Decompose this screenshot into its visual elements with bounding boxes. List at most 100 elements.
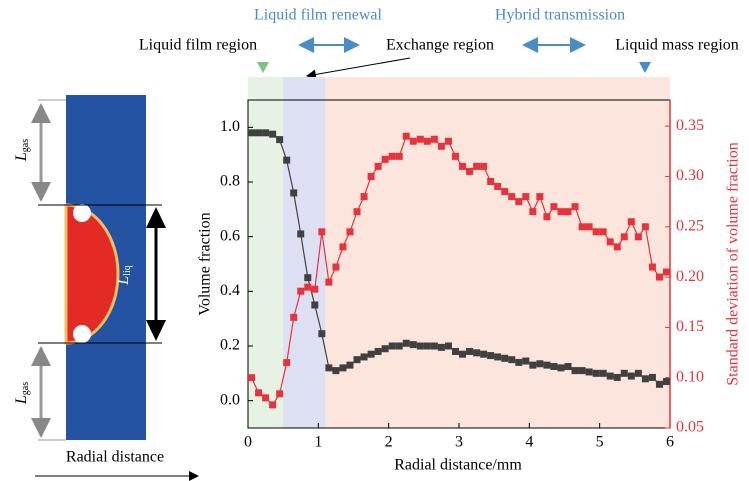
point [430,342,438,350]
point [543,361,551,369]
point [662,268,670,276]
point [262,394,270,402]
point [402,339,410,347]
point [529,361,537,369]
point [501,188,509,196]
point [451,347,459,355]
point [550,203,558,211]
diagram: Lgas Lliq Lgas Radial distance [13,95,199,481]
region [325,77,670,428]
point [459,162,467,170]
point [283,359,291,367]
point [494,353,502,361]
y-tick-label: 0.0 [220,391,240,408]
l-gas-label: Lgas [13,139,32,162]
y2-tick-label: 0.05 [676,419,704,436]
point [466,167,474,175]
point [402,132,410,140]
point [353,356,361,364]
y2-tick-label: 0.20 [676,268,704,285]
point [304,274,312,282]
annotation: Exchange region [386,37,494,54]
x-tick-label: 2 [385,434,393,451]
point [634,369,642,377]
point [255,389,263,397]
point [437,142,445,150]
point [339,364,347,372]
point [276,390,284,398]
point [487,352,495,360]
x-tick-label: 4 [525,434,533,451]
point [508,193,516,201]
point [423,342,431,350]
annotation: Liquid film region [139,37,257,54]
point [367,172,375,180]
point [494,183,502,191]
point [255,129,263,137]
x-tick-label: 5 [596,434,604,451]
annotation: Liquid mass region [615,37,739,54]
y-tick-label: 0.8 [220,173,240,190]
point [613,243,621,251]
arrow-head [31,346,51,438]
point [381,155,389,163]
l-gas-label: Lgas [13,382,32,405]
point [585,368,593,376]
point [501,354,509,362]
point [480,162,488,170]
point [332,263,340,271]
point [592,369,600,377]
point [564,208,572,216]
point [248,374,256,382]
point [515,358,523,366]
point [473,349,481,357]
point [529,208,537,216]
y2-axis-label: Standard deviation of volume fraction [725,142,742,385]
point [367,350,375,358]
point [585,223,593,231]
annotation: Hybrid transmission [495,7,625,24]
l-liq-label: Lliq [115,265,134,285]
point [290,313,298,321]
point [388,152,396,160]
point [487,177,495,185]
point [599,369,607,377]
point [536,193,544,201]
point [444,137,452,145]
plot: 0 1 2 3 4 5 6 0.0 0.2 0.4 0.6 0.8 1.0 0.05 0.10 0.15 0.2… [220,77,704,451]
point [571,203,579,211]
point [522,357,530,365]
point [480,350,488,358]
point [627,372,635,380]
y2-tick-label: 0.10 [676,368,704,385]
point [388,342,396,350]
point [655,380,663,388]
point [339,243,347,251]
point [360,353,368,361]
point [655,273,663,281]
point [444,342,452,350]
point [578,367,586,375]
bubble [73,325,91,343]
point [416,135,424,143]
point [318,228,326,236]
y2-tick-label: 0.35 [676,117,704,134]
diagram-axis-label: Radial distance [66,449,164,466]
annotation: Liquid film renewal [254,7,383,24]
point [536,360,544,368]
point [304,283,312,291]
y-axis-label: Volume fraction [197,212,214,315]
y-tick-label: 0.6 [220,227,240,244]
point [283,156,291,164]
point [466,347,474,355]
arrow-head [31,103,51,202]
point [550,363,558,370]
point [416,342,424,350]
x-tick-label: 6 [666,434,674,451]
point [325,364,333,372]
point [620,233,628,241]
point [662,378,670,386]
point [353,208,361,216]
point [648,263,656,271]
x-tick-label: 3 [455,434,463,451]
